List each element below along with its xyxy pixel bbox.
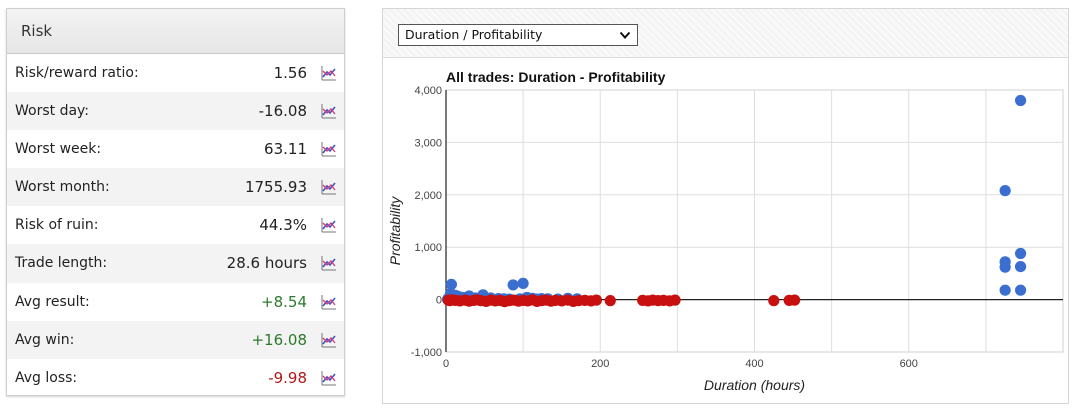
profit-trade-point (1014, 260, 1027, 273)
y-tick-label: -1,000 (411, 347, 442, 359)
loss-trade-point (768, 295, 780, 307)
risk-row-label: Avg result: (15, 293, 90, 310)
risk-row-value: 1755.93 (244, 178, 307, 197)
chevron-down-icon (619, 31, 631, 39)
risk-row-label: Worst month: (15, 179, 110, 196)
risk-row: Worst month: 1755.93 (7, 168, 344, 207)
risk-row-value: 28.6 hours (226, 254, 307, 273)
y-tick-label: 3,000 (414, 137, 442, 149)
chart-trend-icon[interactable] (321, 294, 337, 310)
risk-row: Worst week: 63.11 (7, 130, 344, 168)
y-tick-label: 1,000 (414, 242, 442, 254)
risk-row-label: Avg loss: (15, 369, 78, 386)
profit-trade-point (445, 278, 457, 291)
chart-trend-icon[interactable] (321, 217, 337, 233)
y-axis-label: Profitability (387, 196, 403, 265)
chart-panel: Duration / Profitability -1,000 0 1,000 2,0… (382, 8, 1069, 404)
risk-row-value: 1.56 (273, 64, 307, 82)
risk-row: Trade length: 28.6 hours (7, 244, 344, 283)
x-axis-label: Duration (hours) (704, 377, 805, 393)
loss-trade-point (590, 294, 602, 306)
loss-trade-point (604, 295, 616, 307)
x-tick-label: 200 (591, 358, 609, 370)
y-tick-label: 4,000 (414, 85, 442, 97)
profit-trade-point (507, 279, 519, 291)
risk-row: Avg loss: -9.98 (7, 359, 344, 397)
risk-row-label: Worst day: (15, 103, 90, 120)
loss-trade-point (789, 294, 801, 306)
risk-row-value: -16.08 (258, 102, 307, 121)
profit-trade-point (1014, 284, 1027, 296)
x-tick-label: 400 (745, 358, 763, 370)
y-tick-label: 2,000 (414, 190, 442, 202)
chart-trend-icon[interactable] (321, 65, 337, 81)
risk-row-value: 44.3% (259, 216, 307, 235)
risk-row-value: +8.54 (261, 292, 307, 311)
risk-row-label: Risk/reward ratio: (15, 65, 139, 81)
risk-panel-title: Risk (7, 9, 344, 54)
risk-row: Risk of ruin: 44.3% (7, 206, 344, 244)
x-tick-label: 0 (443, 358, 449, 370)
risk-row-value: +16.08 (251, 330, 307, 349)
profit-trade-point (1014, 247, 1027, 260)
chart-title: All trades: Duration - Profitability (446, 69, 666, 85)
risk-row-value: 63.11 (264, 140, 307, 159)
loss-trade-point (669, 294, 681, 306)
chart-trend-icon[interactable] (321, 103, 337, 119)
chart-toolbar: Duration / Profitability (383, 9, 1068, 58)
risk-row: Worst day: -16.08 (7, 92, 344, 131)
chart-type-select[interactable]: Duration / Profitability (398, 24, 638, 46)
profit-trade-point (517, 277, 529, 289)
risk-row-value: -9.98 (268, 368, 307, 387)
chart-trend-icon[interactable] (321, 255, 337, 271)
x-tick-label: 600 (900, 358, 918, 370)
profit-trade-point (999, 261, 1011, 273)
y-tick-label: 0 (436, 295, 442, 307)
risk-row: Risk/reward ratio: 1.56 (7, 54, 344, 92)
chart-trend-icon[interactable] (321, 332, 337, 348)
risk-panel: Risk Risk/reward ratio: 1.56 Worst day: -16… (6, 8, 345, 396)
chart-trend-icon[interactable] (321, 370, 337, 386)
chart-trend-icon[interactable] (321, 179, 337, 195)
risk-row-label: Trade length: (15, 255, 108, 272)
chart-trend-icon[interactable] (321, 141, 337, 157)
risk-row-label: Worst week: (15, 141, 102, 158)
profit-trade-point (999, 185, 1011, 197)
profit-trade-point (1014, 94, 1027, 107)
profit-trade-point (999, 284, 1011, 296)
risk-rows: Risk/reward ratio: 1.56 Worst day: -16.08 Wo… (7, 54, 344, 397)
risk-row: Avg win: +16.08 (7, 320, 344, 359)
chart-type-select-value: Duration / Profitability (405, 27, 543, 42)
risk-row-label: Risk of ruin: (15, 217, 99, 234)
risk-row: Avg result: +8.54 (7, 283, 344, 321)
risk-row-label: Avg win: (15, 331, 75, 348)
